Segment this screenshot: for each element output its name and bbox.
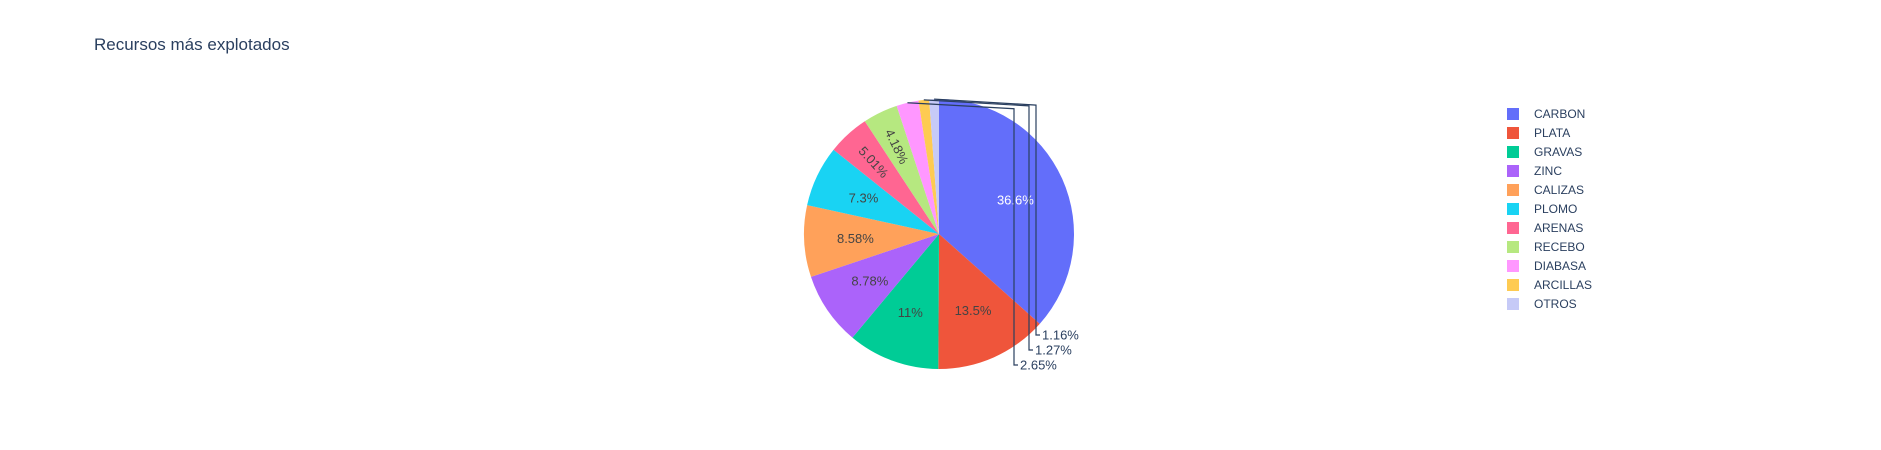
legend: CARBON PLATA GRAVAS ZINC CALIZAS PLOMO ARENAS R…: [1507, 107, 1592, 311]
slice-label-arcillas: 1.27%: [1035, 343, 1072, 358]
legend-swatch: [1507, 146, 1519, 158]
legend-swatch: [1507, 127, 1519, 139]
slice-label-carbon: 36.6%: [997, 192, 1034, 207]
pie-slice-otros: [929, 99, 939, 234]
legend-label: CARBON: [1534, 107, 1585, 121]
slice-label-plomo: 7.3%: [849, 190, 879, 205]
legend-swatch: [1507, 260, 1519, 272]
slice-label-otros: 1.16%: [1042, 328, 1079, 343]
pie-slices: [804, 99, 1074, 369]
legend-item-arenas[interactable]: ARENAS: [1507, 221, 1583, 235]
legend-label: GRAVAS: [1534, 145, 1582, 159]
pie-slice-plomo: [807, 149, 939, 234]
legend-item-recebo[interactable]: RECEBO: [1507, 240, 1585, 254]
legend-label: DIABASA: [1534, 259, 1586, 273]
legend-item-calizas[interactable]: CALIZAS: [1507, 183, 1584, 197]
legend-item-gravas[interactable]: GRAVAS: [1507, 145, 1582, 159]
legend-swatch: [1507, 279, 1519, 291]
legend-label: PLATA: [1534, 126, 1570, 140]
legend-item-plata[interactable]: PLATA: [1507, 126, 1570, 140]
slice-label-zinc: 8.78%: [851, 274, 888, 289]
legend-label: OTROS: [1534, 297, 1577, 311]
legend-label: ARCILLAS: [1534, 278, 1592, 292]
legend-item-otros[interactable]: OTROS: [1507, 297, 1577, 311]
legend-swatch: [1507, 298, 1519, 310]
legend-label: PLOMO: [1534, 202, 1577, 216]
legend-item-arcillas[interactable]: ARCILLAS: [1507, 278, 1592, 292]
legend-label: RECEBO: [1534, 240, 1585, 254]
pie-slice-carbon: [939, 99, 1074, 324]
legend-item-carbon[interactable]: CARBON: [1507, 107, 1585, 121]
legend-item-plomo[interactable]: PLOMO: [1507, 202, 1577, 216]
slice-label-plata: 13.5%: [955, 303, 992, 318]
legend-swatch: [1507, 184, 1519, 196]
pie-slice-arenas: [833, 121, 939, 234]
legend-swatch: [1507, 203, 1519, 215]
pie-slice-recebo: [864, 105, 939, 234]
pie-slice-arcillas: [918, 99, 939, 234]
pie-slice-calizas: [804, 205, 939, 277]
slice-label-calizas: 8.58%: [837, 231, 874, 246]
legend-label: ZINC: [1534, 164, 1562, 178]
slice-label-gravas: 11%: [898, 305, 923, 320]
legend-swatch: [1507, 108, 1519, 120]
legend-label: ARENAS: [1534, 221, 1583, 235]
legend-item-diabasa[interactable]: DIABASA: [1507, 259, 1586, 273]
leader-line-otros: [934, 98, 1040, 336]
chart-title: Recursos más explotados: [94, 35, 290, 54]
pie-slice-gravas: [852, 234, 939, 369]
pie-slice-diabasa: [896, 100, 939, 234]
legend-label: CALIZAS: [1534, 183, 1584, 197]
legend-swatch: [1507, 165, 1519, 177]
pie-slice-zinc: [810, 234, 939, 338]
leader-line-arcillas: [923, 99, 1033, 351]
legend-swatch: [1507, 222, 1519, 234]
slice-label-diabasa: 2.65%: [1020, 358, 1057, 373]
legend-item-zinc[interactable]: ZINC: [1507, 164, 1562, 178]
leader-line-diabasa: [907, 102, 1018, 366]
legend-swatch: [1507, 241, 1519, 253]
